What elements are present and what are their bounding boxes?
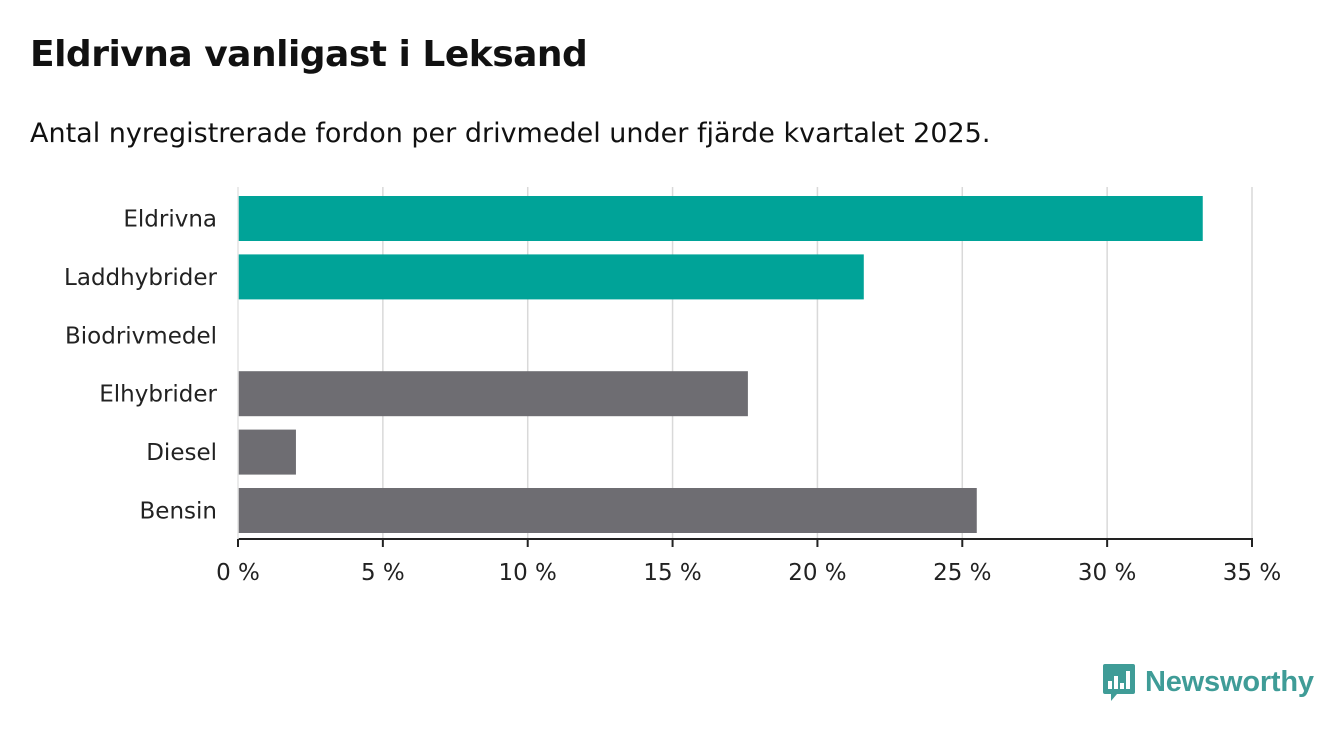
bar-eldrivna: [238, 196, 1203, 241]
category-label: Laddhybrider: [64, 265, 217, 291]
chart-subtitle: Antal nyregistrerade fordon per drivmede…: [30, 118, 991, 149]
x-tick-label: 15 %: [643, 560, 701, 586]
x-tick-label: 10 %: [498, 560, 556, 586]
newsworthy-chart-logo-icon: [1103, 664, 1135, 701]
x-tick-label: 35 %: [1223, 560, 1281, 586]
bar-laddhybrider: [238, 254, 864, 300]
category-labels: Eldrivna Laddhybrider Biodrivmedel Elhybrid…: [64, 207, 217, 525]
category-label: Biodrivmedel: [65, 323, 217, 349]
x-tick-label: 25 %: [933, 560, 991, 586]
category-label: Diesel: [146, 440, 217, 466]
bar-elhybrider: [238, 371, 748, 417]
x-tick-label: 20 %: [788, 560, 846, 586]
bar-bensin: [238, 488, 977, 533]
bars: [238, 196, 1203, 533]
bar-diesel: [238, 429, 296, 475]
x-tick-label: 30 %: [1078, 560, 1136, 586]
category-label: Elhybrider: [99, 382, 217, 408]
category-label: Eldrivna: [123, 207, 217, 233]
newsworthy-brand: Newsworthy: [1102, 662, 1314, 702]
brand-name: Newsworthy: [1145, 665, 1314, 698]
x-tick-label: 0 %: [216, 560, 260, 586]
bar-chart: Eldrivna Laddhybrider Biodrivmedel Elhybrid…: [64, 187, 1281, 586]
category-label: Bensin: [140, 499, 217, 525]
grid-lines: [382, 187, 1253, 539]
x-tick-label: 5 %: [361, 560, 405, 586]
chart-title: Eldrivna vanligast i Leksand: [30, 34, 588, 75]
x-axis: 0 % 5 % 10 % 15 % 20 % 25 % 30 % 35 %: [216, 187, 1281, 586]
